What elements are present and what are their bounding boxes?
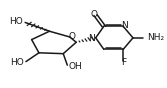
Text: N: N	[122, 21, 128, 30]
Text: N: N	[88, 34, 95, 43]
Text: F: F	[121, 58, 126, 67]
Text: O: O	[91, 10, 98, 19]
Text: HO: HO	[9, 18, 23, 26]
Text: OH: OH	[68, 62, 82, 71]
Text: HO: HO	[11, 58, 24, 67]
Text: O: O	[68, 32, 75, 41]
Text: NH₂: NH₂	[147, 33, 164, 42]
